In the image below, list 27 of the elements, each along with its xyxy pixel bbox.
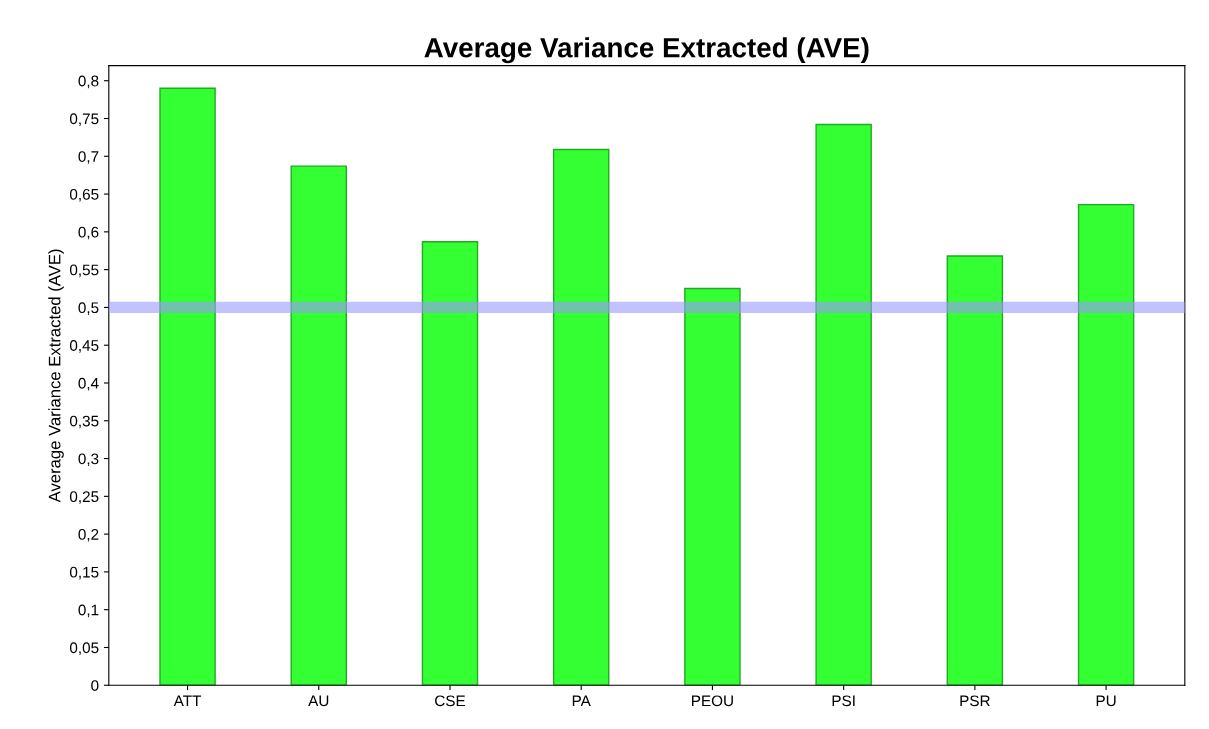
y-tick-label: 0,7 bbox=[78, 151, 99, 164]
y-tick-label: 0,6 bbox=[78, 226, 99, 240]
y-tick-label: 0,3 bbox=[78, 453, 99, 467]
x-tick-label: PA bbox=[572, 695, 591, 707]
x-tick-label: CSE bbox=[435, 695, 466, 707]
y-tick-label: 0,05 bbox=[69, 642, 99, 655]
y-tick-label: 0,75 bbox=[69, 113, 99, 126]
y-tick-label: 0 bbox=[91, 680, 99, 691]
x-tick-label: AU bbox=[308, 695, 329, 707]
chart-title: Average Variance Extracted (AVE) bbox=[424, 37, 869, 64]
y-tick-label: 0,65 bbox=[69, 188, 99, 202]
y-axis-title: Average Variance Extracted (AVE) bbox=[48, 249, 64, 503]
y-tick-label: 0,45 bbox=[69, 340, 99, 353]
x-tick-label: PSI bbox=[832, 695, 855, 707]
y-tick-label: 0,25 bbox=[69, 491, 99, 504]
y-tick-label: 0,15 bbox=[69, 566, 99, 580]
y-tick-label: 0,8 bbox=[78, 75, 99, 89]
y-tick-label: 0,1 bbox=[78, 604, 99, 618]
x-tick-label: ATT bbox=[173, 695, 202, 707]
y-tick-label: 0,2 bbox=[78, 528, 99, 542]
y-tick-label: 0,5 bbox=[78, 302, 99, 315]
y-tick-label: 0,35 bbox=[69, 415, 99, 429]
y-tick-label: 0,55 bbox=[69, 264, 99, 278]
y-tick-label: 0,4 bbox=[78, 377, 99, 391]
x-tick-label: PSR bbox=[960, 695, 990, 707]
x-tick-label: PEOU bbox=[692, 695, 733, 707]
x-tick-label: PU bbox=[1096, 695, 1116, 707]
